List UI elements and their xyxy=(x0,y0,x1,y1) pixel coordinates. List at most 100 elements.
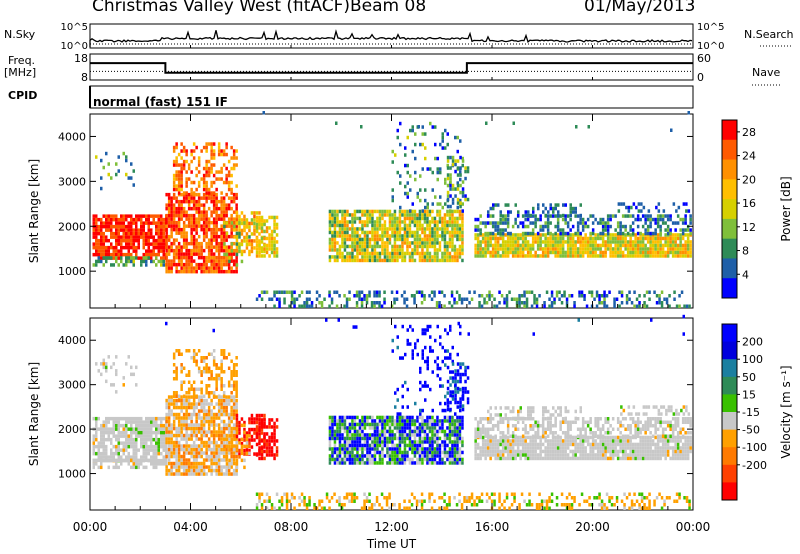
power-cell xyxy=(175,224,178,228)
power-cell xyxy=(177,163,181,167)
power-ground-cell xyxy=(455,301,459,305)
power-cell xyxy=(170,220,173,225)
power-cell xyxy=(100,224,103,229)
velocity-cell xyxy=(235,413,239,418)
velocity-cell xyxy=(230,412,233,417)
power-cell xyxy=(632,202,636,206)
velocity-cell xyxy=(97,369,100,373)
power-cell xyxy=(200,266,203,270)
power-cell xyxy=(92,245,95,250)
velocity-cell xyxy=(215,423,218,427)
power-cell xyxy=(461,213,464,217)
power-ground-cell xyxy=(360,304,364,308)
power-cell xyxy=(368,237,372,242)
power-cell xyxy=(451,255,454,259)
power-cell xyxy=(627,205,631,210)
velocity-cell xyxy=(353,415,357,420)
power-cell xyxy=(210,149,213,153)
power-cell xyxy=(215,248,218,253)
power-cell xyxy=(601,240,605,244)
velocity-cell xyxy=(205,458,208,462)
power-cell xyxy=(105,224,108,229)
power-cell xyxy=(433,258,437,263)
power-cell xyxy=(459,177,462,182)
power-cell xyxy=(353,237,357,242)
power-cell xyxy=(381,258,384,263)
power-cell xyxy=(195,199,198,204)
velocity-cell xyxy=(152,448,155,452)
power-cell xyxy=(408,216,412,221)
velocity-cell xyxy=(120,441,123,445)
velocity-cell xyxy=(130,423,133,428)
velocity-cell xyxy=(343,461,347,465)
power-cell xyxy=(656,254,660,258)
velocity-cell xyxy=(152,444,155,449)
power-cell xyxy=(572,210,575,214)
velocity-cell xyxy=(187,387,191,391)
velocity-cell xyxy=(112,427,115,431)
power-cell xyxy=(596,233,600,237)
power-cell xyxy=(145,256,148,260)
power-cell xyxy=(172,227,176,232)
power-cell xyxy=(122,231,125,236)
power-ground-cell xyxy=(268,297,271,301)
power-cell xyxy=(235,252,239,257)
power-ground-cell xyxy=(578,290,581,294)
power-cell xyxy=(423,220,427,224)
power-cell xyxy=(243,221,246,225)
power-ground-cell xyxy=(638,294,641,298)
power-cell xyxy=(358,209,362,214)
power-cell xyxy=(135,221,138,225)
power-cell xyxy=(671,221,675,225)
power-cell xyxy=(676,236,680,241)
power-cell xyxy=(223,221,226,225)
velocity-cell xyxy=(192,433,196,438)
power-cell xyxy=(443,227,447,231)
velocity-cell xyxy=(192,454,196,459)
power-cell xyxy=(110,252,113,257)
power-cell xyxy=(531,214,535,218)
power-cell xyxy=(212,269,216,274)
power-cell xyxy=(175,177,178,181)
power-cell xyxy=(185,152,188,157)
power-cell xyxy=(644,243,647,248)
power-cell xyxy=(132,263,135,267)
power-cell xyxy=(258,215,261,220)
power-cell xyxy=(263,249,266,254)
power-cell xyxy=(132,245,135,250)
power-ground-cell xyxy=(533,301,536,305)
velocity-cell xyxy=(227,416,231,420)
power-cell xyxy=(433,216,437,221)
power-cell xyxy=(494,233,497,237)
power-cell xyxy=(177,203,181,207)
power-cell xyxy=(353,216,357,221)
power-cell xyxy=(187,213,191,218)
power-cell xyxy=(358,237,362,242)
power-cell xyxy=(481,240,485,244)
power-cell xyxy=(368,255,372,259)
power-cell xyxy=(659,231,662,236)
power-cell xyxy=(641,247,645,251)
power-cell xyxy=(225,245,228,249)
velocity-cell xyxy=(92,441,95,445)
power-cell xyxy=(358,227,362,231)
velocity-cell xyxy=(112,383,115,387)
power-ground-cell xyxy=(420,294,424,298)
velocity-cell xyxy=(210,423,213,427)
power-cell xyxy=(331,220,334,224)
power-cell xyxy=(160,249,163,253)
power-cell xyxy=(220,259,223,263)
velocity-cell xyxy=(137,434,140,438)
power-cell xyxy=(544,213,547,218)
velocity-cell xyxy=(170,398,173,403)
velocity-cell xyxy=(192,440,196,445)
power-ground-cell xyxy=(668,304,671,308)
velocity-cell xyxy=(268,425,271,429)
velocity-cell xyxy=(366,450,369,455)
power-ground-cell xyxy=(355,294,359,298)
velocity-cell xyxy=(232,451,236,455)
power-cell xyxy=(474,243,477,248)
velocity-cell xyxy=(343,429,347,434)
power-cell xyxy=(684,250,687,255)
velocity-cell xyxy=(346,429,349,434)
